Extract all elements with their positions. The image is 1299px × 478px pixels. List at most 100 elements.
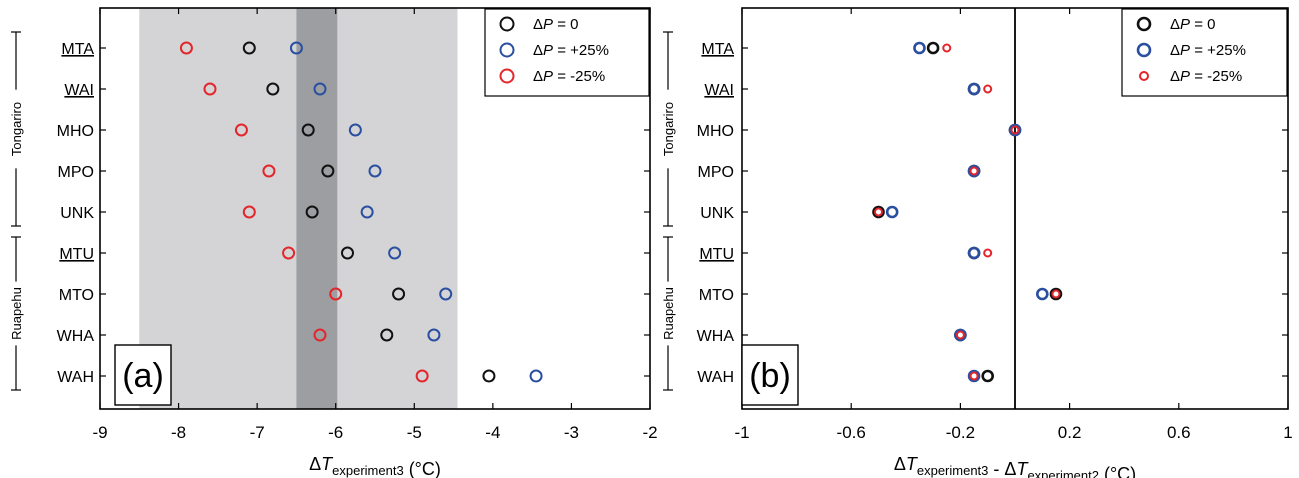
x-tick-label: -3 bbox=[564, 423, 579, 442]
data-point bbox=[967, 164, 981, 178]
data-point bbox=[1010, 125, 1020, 135]
category-label: MTA bbox=[61, 41, 94, 58]
data-point bbox=[427, 328, 441, 342]
data-point bbox=[380, 328, 394, 342]
x-tick-label: -5 bbox=[407, 423, 422, 442]
data-point bbox=[262, 164, 276, 178]
legend-entry: ΔP = +25% bbox=[533, 42, 609, 59]
group-label: Ruapehu bbox=[9, 287, 24, 340]
data-point bbox=[872, 205, 885, 219]
group-bracket-tongariro: Tongariro bbox=[661, 31, 676, 227]
x-tick-label: -9 bbox=[92, 423, 107, 442]
data-point bbox=[392, 287, 406, 301]
data-point bbox=[368, 164, 382, 178]
panel-a: -9 -8 -7 -6 -5 -4 -3 -2 MTA WAI MHO MPO UNK MTU MTO WHA… bbox=[9, 7, 658, 478]
legend-marker bbox=[499, 16, 515, 32]
data-point bbox=[282, 246, 296, 260]
x-tick-label: -0.2 bbox=[946, 423, 975, 442]
category-label: MHO bbox=[697, 123, 734, 140]
group-label: Tongariro bbox=[661, 102, 676, 156]
data-point bbox=[242, 205, 256, 219]
data-point bbox=[955, 330, 965, 340]
data-point bbox=[313, 82, 327, 96]
x-tick-label: -7 bbox=[250, 423, 265, 442]
legend-entry: ΔP = 0 bbox=[533, 16, 578, 33]
panel-tag-box bbox=[114, 344, 172, 406]
data-point bbox=[305, 205, 319, 219]
legend-marker bbox=[499, 42, 515, 58]
category-label: WAH bbox=[57, 369, 94, 386]
category-label: MTO bbox=[699, 287, 734, 304]
data-point bbox=[967, 246, 981, 260]
legend-entry: ΔP = +25% bbox=[1170, 42, 1246, 59]
data-point bbox=[885, 205, 899, 219]
data-point bbox=[242, 41, 256, 55]
data-point bbox=[874, 207, 883, 217]
category-label: MTO bbox=[59, 287, 94, 304]
category-label: MTU bbox=[59, 246, 94, 263]
legend-entry: ΔP = -25% bbox=[1170, 68, 1242, 85]
x-tick-label: 0.2 bbox=[1058, 423, 1082, 442]
data-point bbox=[439, 287, 453, 301]
data-point bbox=[969, 371, 979, 381]
category-label: MPO bbox=[698, 164, 734, 181]
x-tick-label: -4 bbox=[485, 423, 500, 442]
group-bracket-ruapehu: Ruapehu bbox=[9, 236, 24, 391]
panel-b: -1 -0.6 -0.2 0.2 0.6 1 MTA WAI MHO MPO UNK MTU MTO WH… bbox=[661, 7, 1293, 478]
data-point bbox=[203, 82, 217, 96]
x-tick-label: -0.6 bbox=[837, 423, 866, 442]
category-label: MPO bbox=[58, 164, 94, 181]
data-point bbox=[954, 328, 967, 342]
legend: ΔP = 0 ΔP = +25% ΔP = -25% bbox=[1121, 8, 1288, 97]
legend: ΔP = 0 ΔP = +25% ΔP = -25% bbox=[484, 8, 650, 97]
x-axis-label: ΔTexperiment3 (°C) bbox=[309, 454, 441, 478]
data-point bbox=[415, 369, 429, 383]
data-point bbox=[942, 43, 952, 53]
x-tick-label: -2 bbox=[642, 423, 657, 442]
data-point bbox=[341, 246, 354, 260]
data-point bbox=[1008, 123, 1022, 137]
group-label: Ruapehu bbox=[661, 287, 676, 340]
panel-tag-text: (b) bbox=[749, 357, 791, 395]
panel-tag: (b) bbox=[741, 344, 799, 406]
x-axis-label: ΔTexperiment3 - ΔTexperiment2 (°C) bbox=[894, 454, 1136, 478]
data-point bbox=[234, 123, 248, 137]
data-point bbox=[1036, 287, 1049, 301]
data-point bbox=[179, 41, 193, 55]
x-tick-label: 1 bbox=[1283, 423, 1292, 442]
data-point bbox=[913, 41, 926, 55]
data-point bbox=[301, 123, 315, 137]
data-point bbox=[266, 82, 280, 96]
panel-tag: (a) bbox=[114, 344, 172, 406]
category-label: WAH bbox=[697, 369, 734, 386]
data-point bbox=[967, 369, 981, 383]
data-point bbox=[289, 41, 303, 55]
legend-marker bbox=[1139, 71, 1149, 81]
x-tick-label: -6 bbox=[328, 423, 343, 442]
data-point bbox=[529, 369, 543, 383]
data-point bbox=[926, 41, 940, 55]
data-point bbox=[321, 164, 335, 178]
data-point bbox=[360, 205, 374, 219]
group-label: Tongariro bbox=[9, 102, 24, 156]
category-label: WAI bbox=[704, 82, 734, 99]
data-point bbox=[329, 287, 343, 301]
data-point bbox=[482, 369, 496, 383]
category-label: WHA bbox=[57, 328, 95, 345]
x-tick-label: -1 bbox=[734, 423, 749, 442]
x-tick-label: -8 bbox=[171, 423, 186, 442]
legend-marker bbox=[1136, 42, 1152, 58]
data-point bbox=[1049, 287, 1063, 301]
category-label: UNK bbox=[60, 205, 94, 222]
category-label: MTA bbox=[701, 41, 734, 58]
legend-entry: ΔP = 0 bbox=[1170, 16, 1215, 33]
data-point bbox=[981, 369, 995, 383]
axes-frame bbox=[741, 7, 1289, 410]
panel-tag-text: (a) bbox=[122, 357, 164, 395]
legend-marker bbox=[1136, 16, 1152, 32]
category-label: UNK bbox=[700, 205, 734, 222]
data-point bbox=[969, 166, 979, 176]
category-label: MHO bbox=[57, 123, 94, 140]
data-point bbox=[983, 248, 993, 258]
